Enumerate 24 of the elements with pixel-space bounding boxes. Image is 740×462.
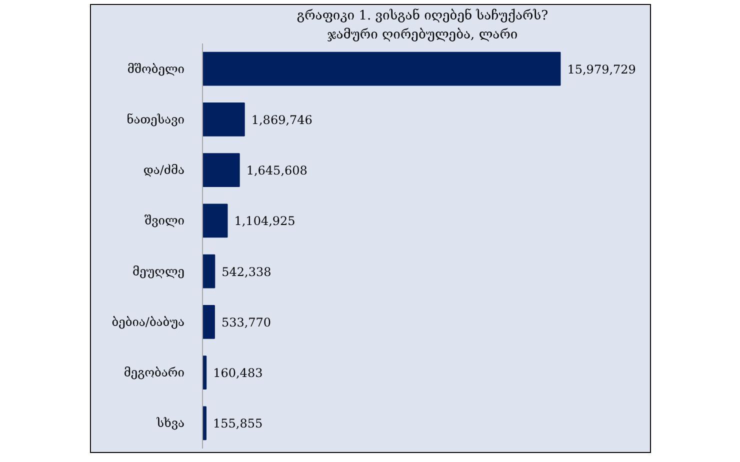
data-label: 542,338: [222, 264, 272, 279]
y-tick-label: ნათესავი: [126, 112, 185, 126]
data-label: 155,855: [212, 416, 263, 431]
bar: [202, 254, 216, 288]
data-label: 1,869,746: [251, 112, 312, 127]
y-tick-label: მშობელი: [127, 62, 185, 76]
y-tick-label: მეუღლე: [132, 264, 185, 278]
bar: [202, 153, 240, 188]
data-label: 15,979,729: [567, 62, 636, 76]
bar: [202, 52, 561, 86]
data-label: 1,104,925: [234, 214, 296, 228]
y-tick-label: მეგობარი: [124, 366, 185, 380]
bar: [202, 304, 215, 339]
y-tick-label: სხვა: [156, 416, 184, 430]
bar: [202, 102, 245, 136]
chart-title: გრაფიკი 1. ვისგან იღებენ საჩუქარს?: [296, 8, 548, 24]
chart-subtitle: ჯამური ღირებულება, ლარი: [327, 28, 518, 42]
data-label: 160,483: [213, 366, 263, 380]
y-tick-label: და/ძმა: [143, 163, 185, 178]
y-tick-label: ბებია/ბაბუა: [112, 314, 185, 329]
bar: [202, 204, 228, 238]
y-tick-label: შვილი: [144, 214, 185, 228]
data-label: 533,770: [221, 315, 272, 330]
data-label: 1,645,608: [246, 164, 308, 178]
